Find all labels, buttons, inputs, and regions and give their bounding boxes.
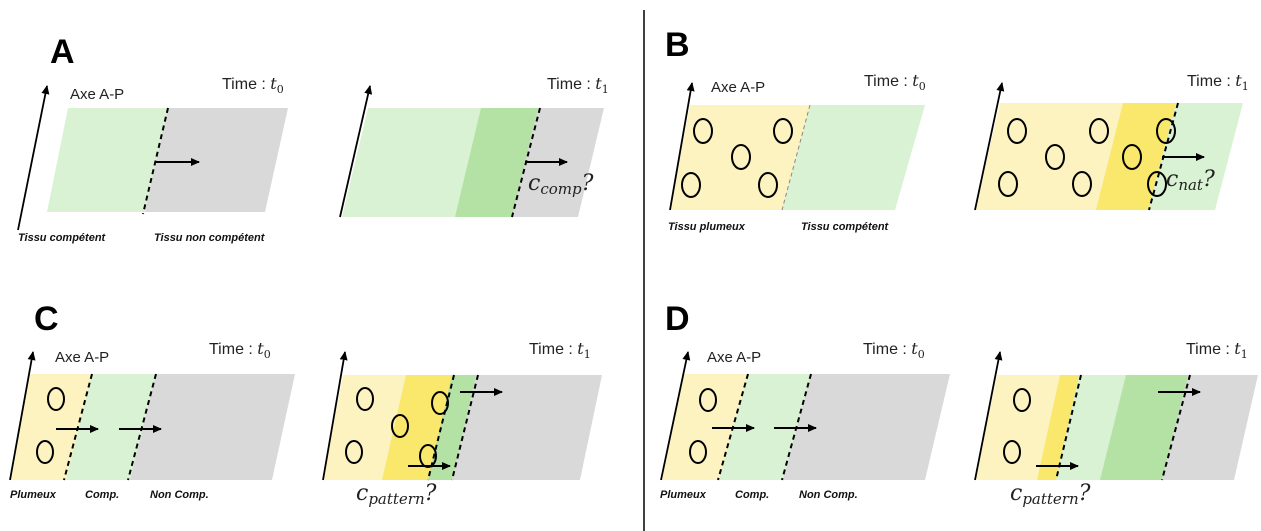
tissue-label-comp: Comp. [735, 489, 769, 501]
ap-axis-arrow [9, 351, 36, 481]
tissue-label-plumeux: Plumeux [10, 489, 57, 501]
competent-region [719, 374, 811, 480]
panel-b: B Axe A-P Time : t0 Tissu plumeux Tissu … [665, 26, 1249, 233]
competent-region [66, 374, 156, 480]
ap-axis-arrow [974, 351, 1003, 481]
plumeux-region [975, 103, 1125, 210]
panel-c: C Axe A-P Time : t0 Plumeux Comp. Non Co… [9, 300, 602, 508]
non-competent-region [1162, 375, 1258, 480]
cell [693, 118, 713, 144]
panel-b-t0-strip [669, 82, 925, 211]
cell-partial [419, 444, 437, 468]
cell [356, 387, 374, 411]
cell [1045, 144, 1065, 170]
panel-a-t0-strip [17, 85, 288, 231]
panel-c-t0-strip [9, 351, 295, 481]
cell [731, 144, 751, 170]
cell [689, 440, 707, 464]
cell [699, 388, 717, 412]
cell [36, 440, 54, 464]
competence-front [127, 373, 157, 481]
panel-letter-a: A [50, 33, 75, 71]
ap-axis-arrow [974, 82, 1005, 211]
cell-partial [1147, 171, 1167, 197]
time-label-t1: Time : t1 [529, 339, 591, 361]
axis-label: Axe A-P [711, 79, 765, 96]
tissue-label-non-competent: Tissu non compétent [154, 232, 266, 244]
ap-axis-arrow [669, 82, 695, 211]
plumeux-new-region [1037, 375, 1081, 480]
time-label-t0: Time : t0 [863, 339, 925, 361]
tissue-label-competent: Tissu compétent [801, 221, 890, 233]
panel-b-t1-strip [974, 82, 1243, 211]
time-label-t0: Time : t0 [864, 71, 926, 93]
feather-front [427, 374, 455, 481]
cell-partial [431, 391, 449, 415]
time-label-t1: Time : t1 [1186, 339, 1248, 361]
ap-axis-arrow [339, 85, 373, 218]
competent-new-region [1100, 375, 1190, 480]
panel-c-t1-strip [322, 351, 602, 481]
axis-label: Axe A-P [70, 86, 124, 103]
panel-letter-d: D [665, 300, 690, 338]
tissue-label-non-comp: Non Comp. [150, 489, 209, 501]
panel-d-t1-strip [974, 351, 1258, 481]
cell [998, 171, 1018, 197]
cell [47, 387, 65, 411]
cell [758, 172, 778, 198]
competent-region [342, 108, 483, 217]
speed-label-c-pattern: cpattern? [356, 481, 437, 508]
speed-label-c-pattern: cpattern? [1010, 481, 1091, 508]
cell [345, 440, 363, 464]
non-competent-region [130, 374, 295, 480]
non-competent-region [145, 108, 288, 212]
feather-front [63, 373, 93, 481]
tissue-label-non-comp: Non Comp. [799, 489, 858, 501]
panel-d-t0-strip [660, 351, 950, 481]
ap-axis-arrow [322, 351, 348, 481]
panel-a: A Axe A-P Time : t0 Tissu compétent Tiss… [17, 33, 609, 244]
axis-label: Axe A-P [55, 349, 109, 366]
ap-axis-arrow [17, 85, 50, 231]
plumeux-region [323, 375, 408, 480]
cell [1072, 171, 1092, 197]
time-label-t0: Time : t0 [209, 339, 271, 361]
panel-a-t1-strip [339, 85, 604, 218]
panel-letter-b: B [665, 26, 690, 64]
cell [773, 118, 793, 144]
competent-new-region [428, 375, 478, 480]
tissue-label-comp: Comp. [85, 489, 119, 501]
time-label-t1: Time : t1 [547, 74, 609, 96]
speed-label-c-nat: cnat? [1166, 167, 1215, 194]
cell [1013, 388, 1031, 412]
time-label-t1: Time : t1 [1187, 71, 1249, 93]
cell [1122, 144, 1142, 170]
cell-partial [1156, 118, 1176, 144]
panel-letter-c: C [34, 300, 59, 338]
tissue-label-plumeux: Plumeux [660, 489, 707, 501]
ap-axis-arrow [660, 351, 691, 481]
non-competent-region [452, 375, 602, 480]
cell [1003, 440, 1021, 464]
competent-region [47, 108, 168, 212]
tissue-label-plumeux: Tissu plumeux [668, 221, 746, 233]
cell [681, 172, 701, 198]
cell [391, 414, 409, 438]
panel-d: D Axe A-P Time : t0 Plumeux Comp. Non Co… [660, 300, 1258, 508]
tissue-label-competent: Tissu compétent [18, 232, 107, 244]
cell [1089, 118, 1109, 144]
axis-label: Axe A-P [707, 349, 761, 366]
plumeux-region [975, 375, 1062, 480]
speed-label-c-comp: ccomp? [528, 171, 594, 198]
competent-region [782, 105, 925, 210]
cell [1007, 118, 1027, 144]
non-competent-region [783, 374, 950, 480]
time-label-t0: Time : t0 [222, 74, 284, 96]
